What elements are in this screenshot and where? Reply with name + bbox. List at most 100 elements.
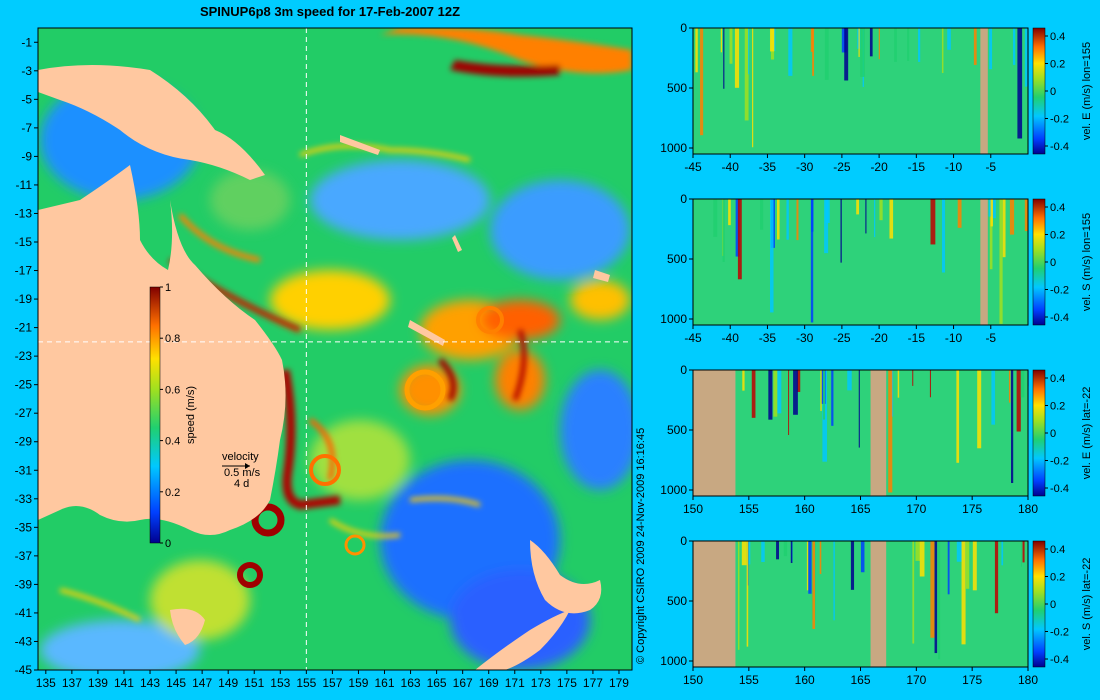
- section-colorbar: [1032, 198, 1046, 326]
- section-panels: -45 -40 -35 -30 -25 -20 -15 -10 -5 0 500 1000 0.4 0.2…: [660, 21, 1093, 687]
- north-jet-core: [450, 60, 560, 77]
- section-y-tick-label: 0: [680, 21, 687, 35]
- velocity-feature: [990, 199, 993, 227]
- section-x-tick-label: -40: [722, 160, 740, 174]
- lon-tick-label: 173: [531, 676, 551, 690]
- lon-tick-label: 137: [62, 676, 82, 690]
- velocity-feature: [879, 199, 883, 221]
- velocity-feature: [831, 370, 834, 426]
- lon-tick-label: 139: [88, 676, 108, 690]
- lon-tick-label: 145: [166, 676, 186, 690]
- section-x-tick-label: 150: [683, 673, 703, 687]
- east-australian-current: [280, 369, 341, 510]
- velocity-feature: [806, 541, 809, 591]
- eddy-ring: [344, 534, 366, 556]
- velocity-feature: [912, 370, 914, 386]
- velocity-feature: [700, 28, 704, 136]
- velocity-feature: [713, 199, 718, 237]
- velocity-feature: [776, 199, 780, 240]
- section-panel-vel-s-lat-22: 150 155 160 165 170 175 180 0 500 1000 0.4 0.2 0 -0.2…: [660, 534, 1093, 687]
- lon-tick-label: 179: [609, 676, 629, 690]
- section-colorbar-tick-label: -0.4: [1050, 141, 1069, 153]
- section-x-tick-label: -10: [945, 331, 963, 345]
- section-x-tick-label: 180: [1018, 673, 1038, 687]
- section-colorbar-tick-label: 0: [1050, 599, 1056, 611]
- velocity-feature: [1020, 370, 1025, 398]
- velocity-feature: [1016, 370, 1021, 432]
- velocity-feature: [1011, 370, 1014, 484]
- velocity-feature: [760, 199, 764, 230]
- lat-tick-label: -15: [15, 235, 33, 249]
- section-colorbar-label: vel. S (m/s) lat=-22: [1081, 558, 1093, 651]
- velocity-feature: [722, 199, 725, 263]
- lon-tick-label: 135: [36, 676, 56, 690]
- velocity-feature: [1009, 199, 1015, 235]
- section-x-tick-label: 160: [795, 673, 815, 687]
- lon-tick-label: 159: [348, 676, 368, 690]
- section-x-tick-label: 160: [795, 502, 815, 516]
- velocity-feature: [783, 541, 788, 557]
- colorbar-tick-label: 0.4: [165, 436, 180, 448]
- speed-blob: [210, 170, 290, 230]
- velocity-feature: [1020, 541, 1022, 567]
- velocity-feature: [988, 199, 993, 217]
- velocity-key-speed: 0.5 m/s: [224, 467, 261, 479]
- jet-band: [437, 357, 457, 402]
- land-mask: [980, 199, 988, 325]
- section-y-tick-label: 500: [667, 81, 687, 95]
- section-x-tick-label: -30: [796, 331, 814, 345]
- velocity-feature: [865, 199, 867, 234]
- section-x-tick-label: -5: [985, 160, 996, 174]
- new-zealand-south: [475, 610, 570, 670]
- map-frame: [37, 27, 633, 671]
- velocity-feature: [723, 28, 725, 89]
- section-y-tick-label: 500: [667, 594, 687, 608]
- lat-tick-label: -43: [15, 634, 33, 648]
- velocity-feature: [907, 28, 910, 61]
- lon-tick-label: 155: [296, 676, 316, 690]
- velocity-feature: [992, 199, 996, 219]
- section-colorbar-tick-label: -0.2: [1050, 627, 1069, 639]
- velocity-feature: [773, 370, 778, 417]
- velocity-feature: [973, 28, 977, 65]
- velocity-feature: [695, 28, 698, 73]
- eddy-ring: [251, 503, 285, 537]
- speed-blob: [480, 300, 560, 340]
- velocity-feature: [1024, 28, 1028, 87]
- section-colorbar-tick-label: 0: [1050, 428, 1056, 440]
- section-colorbar-tick-label: -0.4: [1050, 312, 1069, 324]
- velocity-feature: [769, 28, 775, 52]
- colorbar-tick-label: 0.8: [165, 333, 180, 345]
- velocity-feature: [977, 370, 982, 449]
- velocity-feature: [991, 370, 996, 425]
- speed-colorbar: 1 0.8 0.6 0.4 0.2 0 speed (m/s): [149, 282, 197, 550]
- velocity-feature: [965, 541, 970, 589]
- section-y-tick-label: 0: [680, 363, 687, 377]
- velocity-feature: [956, 370, 960, 463]
- section-colorbar-tick-label: -0.4: [1050, 483, 1069, 495]
- velocity-feature: [947, 28, 951, 50]
- jet-band: [59, 588, 141, 622]
- velocity-feature: [941, 28, 944, 74]
- land: [38, 65, 610, 670]
- section-x-tick-label: -15: [908, 331, 926, 345]
- eddy-ring: [404, 369, 446, 411]
- lat-tick-label: -29: [15, 435, 33, 449]
- lat-tick-label: -13: [15, 206, 33, 220]
- velocity-feature: [850, 541, 855, 590]
- lat-tick-label: -31: [15, 463, 33, 477]
- velocity-feature: [770, 199, 774, 313]
- velocity-feature: [956, 541, 962, 562]
- velocity-feature: [844, 28, 849, 81]
- section-colorbar-tick-label: -0.2: [1050, 285, 1069, 297]
- section-x-tick-label: 170: [906, 673, 926, 687]
- velocity-feature: [1022, 541, 1025, 563]
- velocity-feature: [1001, 541, 1004, 566]
- lat-tick-label: -37: [15, 549, 33, 563]
- eddies: [237, 306, 504, 588]
- section-colorbar-tick-label: 0: [1050, 257, 1056, 269]
- lat-tick-label: -21: [15, 321, 33, 335]
- velocity-feature: [735, 199, 740, 257]
- vanuatu: [452, 235, 462, 252]
- velocity-feature: [761, 541, 765, 562]
